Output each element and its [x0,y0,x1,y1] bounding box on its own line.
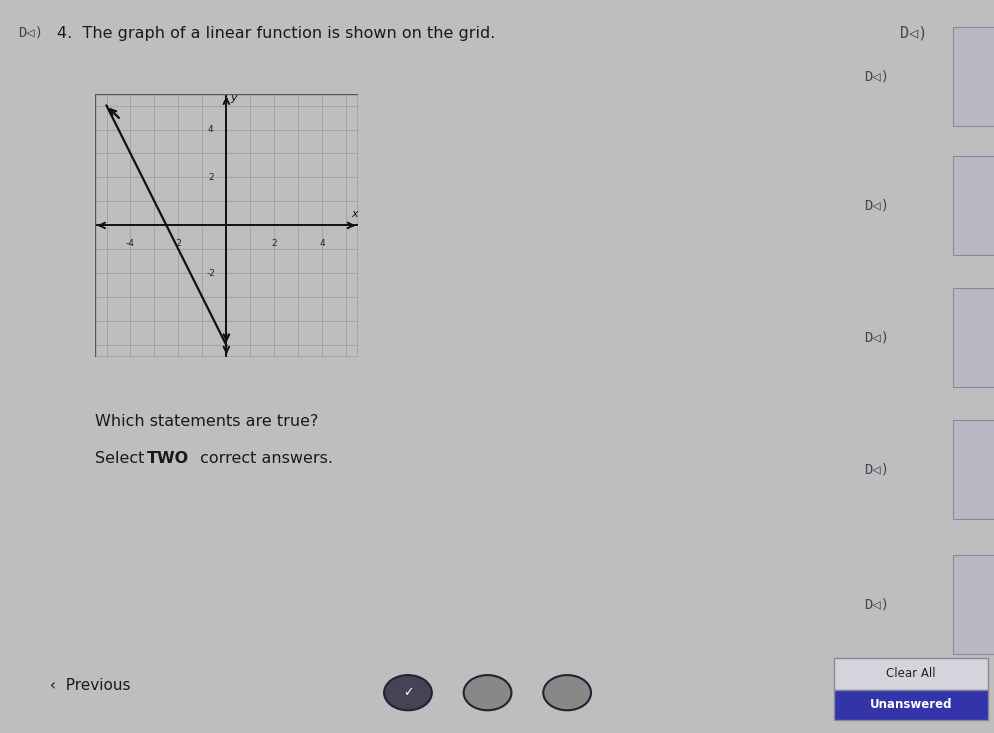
Text: Which statements are true?: Which statements are true? [94,414,317,429]
Text: -2: -2 [174,239,183,248]
Text: ✓: ✓ [403,686,413,699]
Text: 4: 4 [208,125,214,134]
Text: D◁): D◁) [863,597,888,612]
Text: correct answers.: correct answers. [195,451,333,465]
Text: Clear All: Clear All [886,667,934,680]
Text: 2: 2 [271,239,277,248]
Text: x: x [351,209,357,219]
Text: Select: Select [94,451,149,465]
Text: y: y [230,93,237,103]
Text: 4.  The graph of a linear function is shown on the grid.: 4. The graph of a linear function is sho… [57,26,495,40]
Text: TWO: TWO [147,451,189,465]
Text: D◁): D◁) [18,26,43,40]
Text: D◁): D◁) [863,70,888,84]
Text: 2: 2 [208,173,214,182]
Text: D◁): D◁) [863,198,888,213]
Text: Unanswered: Unanswered [869,699,951,711]
Text: 4: 4 [319,239,325,248]
Text: D◁): D◁) [863,462,888,476]
Text: D◁): D◁) [900,26,927,40]
Text: D◁): D◁) [863,330,888,345]
Text: ‹  Previous: ‹ Previous [50,678,130,693]
Text: -2: -2 [206,269,215,278]
Text: -4: -4 [126,239,135,248]
